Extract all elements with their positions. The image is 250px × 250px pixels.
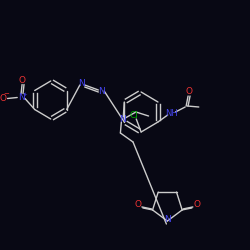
- Text: N: N: [98, 86, 105, 96]
- Text: Cl: Cl: [130, 110, 139, 120]
- Text: O: O: [134, 200, 141, 209]
- Text: +: +: [22, 92, 27, 97]
- Text: N: N: [119, 114, 126, 124]
- Text: O: O: [193, 200, 200, 209]
- Text: O: O: [186, 86, 192, 96]
- Text: O: O: [0, 94, 6, 103]
- Text: N: N: [78, 80, 85, 88]
- Text: −: −: [4, 92, 10, 98]
- Text: N: N: [164, 216, 171, 224]
- Text: O: O: [18, 76, 26, 85]
- Text: NH: NH: [165, 108, 178, 118]
- Text: N: N: [18, 93, 25, 102]
